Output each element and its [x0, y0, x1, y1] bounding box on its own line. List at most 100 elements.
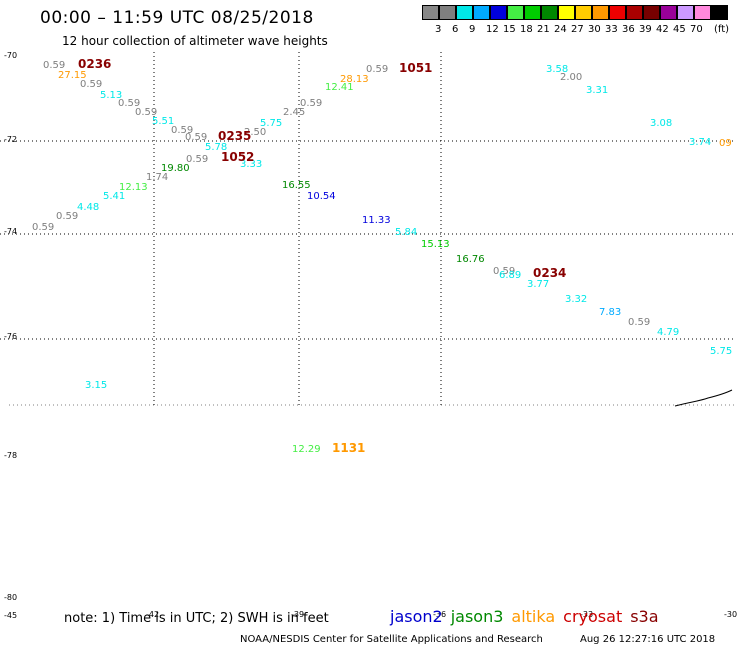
legend-swatch: [643, 5, 660, 20]
lon-tick-label: -36: [433, 610, 446, 619]
legend-value: 70: [690, 24, 703, 35]
wave-height-value: 2.45: [283, 107, 305, 118]
pass-time-label: 1131: [332, 441, 365, 455]
lat-tick-label: -70: [4, 51, 17, 60]
wave-height-value: 09: [719, 138, 732, 149]
wave-height-value: 0.59: [366, 64, 388, 75]
pass-time-label: 1052: [221, 150, 254, 164]
map-title: 00:00 – 11:59 UTC 08/25/2018: [40, 8, 314, 28]
legend-swatch: [711, 5, 728, 20]
wave-height-map: -70 -72 -74 -76 -78 -80 -45 -42 -39 -36 -33 -30 0.5…: [0, 51, 737, 620]
wave-height-value: 5.51: [152, 116, 174, 127]
legend-swatch: [660, 5, 677, 20]
legend-value: 45: [673, 24, 686, 35]
wave-height-value: 3.08: [650, 118, 672, 129]
legend-value: 15: [503, 24, 516, 35]
legend-swatch: [609, 5, 626, 20]
lat-tick-label: -72: [4, 135, 17, 144]
pass-time-label: 0235: [218, 129, 251, 143]
lat-tick-label: -76: [4, 332, 17, 341]
wave-height-value: 0.59: [185, 132, 207, 143]
footer-credit: NOAA/NESDIS Center for Satellite Applica…: [240, 634, 543, 645]
wave-height-value: 16.55: [282, 180, 311, 191]
legend-swatch: [524, 5, 541, 20]
legend-swatch: [626, 5, 643, 20]
wave-height-value: 5.84: [395, 227, 417, 238]
wave-height-value: 11.33: [362, 215, 391, 226]
legend-swatch: [694, 5, 711, 20]
wave-height-value: 15.13: [421, 239, 450, 250]
wave-height-value: 3.32: [565, 294, 587, 305]
wave-height-value: 4.79: [657, 327, 679, 338]
legend-swatch: [677, 5, 694, 20]
satellite-legend: jason2 jason3 altika cryosat s3a: [390, 607, 667, 626]
footer-timestamp: Aug 26 12:27:16 UTC 2018: [580, 634, 716, 645]
legend-value: 42: [656, 24, 669, 35]
wave-height-value: 3.15: [85, 380, 107, 391]
legend-swatch: [592, 5, 609, 20]
wave-height-value: 0.59: [493, 266, 515, 277]
satellite-name: jason2: [390, 607, 443, 626]
wave-height-value: 19.80: [161, 163, 190, 174]
wave-height-value: 0.59: [300, 98, 322, 109]
wave-height-value: 3.77: [527, 279, 549, 290]
legend-value: 36: [622, 24, 635, 35]
legend-swatch: [575, 5, 592, 20]
satellite-name: cryosat: [563, 607, 623, 626]
legend-swatch: [558, 5, 575, 20]
wave-height-value: 0.59: [43, 60, 65, 71]
wave-height-value: 12.29: [292, 444, 321, 455]
legend-value: 12: [486, 24, 499, 35]
lat-tick-label: -74: [4, 227, 17, 236]
wave-height-value: 12.13: [119, 182, 148, 193]
legend-swatch: [473, 5, 490, 20]
wave-height-observations: 0.5927.150.595.130.590.595.510.590.595.7…: [32, 60, 732, 455]
wave-height-value: 1.74: [146, 172, 168, 183]
lat-lon-grid: [0, 52, 734, 406]
wave-height-value: 12.41: [325, 82, 354, 93]
satellite-pass-times: 0236 1051 0235 1052 0234 1131: [78, 57, 566, 455]
legend-swatch: [507, 5, 524, 20]
lon-tick-label: -45: [4, 611, 17, 620]
legend-swatch: [422, 5, 439, 20]
wave-height-value: 2.50: [244, 127, 266, 138]
wave-height-value: 3.31: [586, 85, 608, 96]
wave-height-value: 10.54: [307, 191, 336, 202]
legend-value: 18: [520, 24, 533, 35]
legend-value: 24: [554, 24, 567, 35]
wave-height-value: 0.59: [628, 317, 650, 328]
wave-height-value: 28.13: [340, 74, 369, 85]
legend-value: 6: [452, 24, 459, 35]
coastline: [674, 389, 733, 407]
pass-time-label: 0236: [78, 57, 111, 71]
wave-height-value: 3.33: [240, 159, 262, 170]
axis-tick-labels: -70 -72 -74 -76 -78 -80 -45 -42 -39 -36 -33 -30: [4, 51, 737, 620]
wave-height-value: 5.13: [100, 90, 122, 101]
wave-height-value: 0.59: [56, 211, 78, 222]
legend-value: 39: [639, 24, 652, 35]
wave-height-value: 3.58: [546, 64, 568, 75]
pass-time-label: 0234: [533, 266, 566, 280]
legend-value: 21: [537, 24, 550, 35]
wave-height-value: 6.89: [499, 270, 521, 281]
satellite-name: s3a: [630, 607, 659, 626]
map-subtitle: 12 hour collection of altimeter wave hei…: [62, 34, 328, 48]
wave-height-value: 5.75: [260, 118, 282, 129]
wave-height-value: 5.75: [710, 346, 732, 357]
wave-height-value: 0.59: [32, 222, 54, 233]
wave-height-value: 5.41: [103, 191, 125, 202]
legend-value: 33: [605, 24, 618, 35]
wave-height-value: 2.00: [560, 72, 582, 83]
legend-unit: (ft): [714, 24, 730, 35]
wave-height-value: 0.59: [171, 125, 193, 136]
lon-tick-label: -42: [146, 610, 159, 619]
legend-value: 9: [469, 24, 476, 35]
legend-swatch: [490, 5, 507, 20]
lon-tick-label: -33: [580, 610, 593, 619]
wave-height-value: 3.74: [689, 137, 711, 148]
legend-swatch: [541, 5, 558, 20]
wave-height-value: 27.15: [58, 70, 87, 81]
pass-time-label: 1051: [399, 61, 432, 75]
units-note: note: 1) Time is in UTC; 2) SWH is in fe…: [64, 611, 329, 626]
wave-height-value: 5.78: [205, 142, 227, 153]
